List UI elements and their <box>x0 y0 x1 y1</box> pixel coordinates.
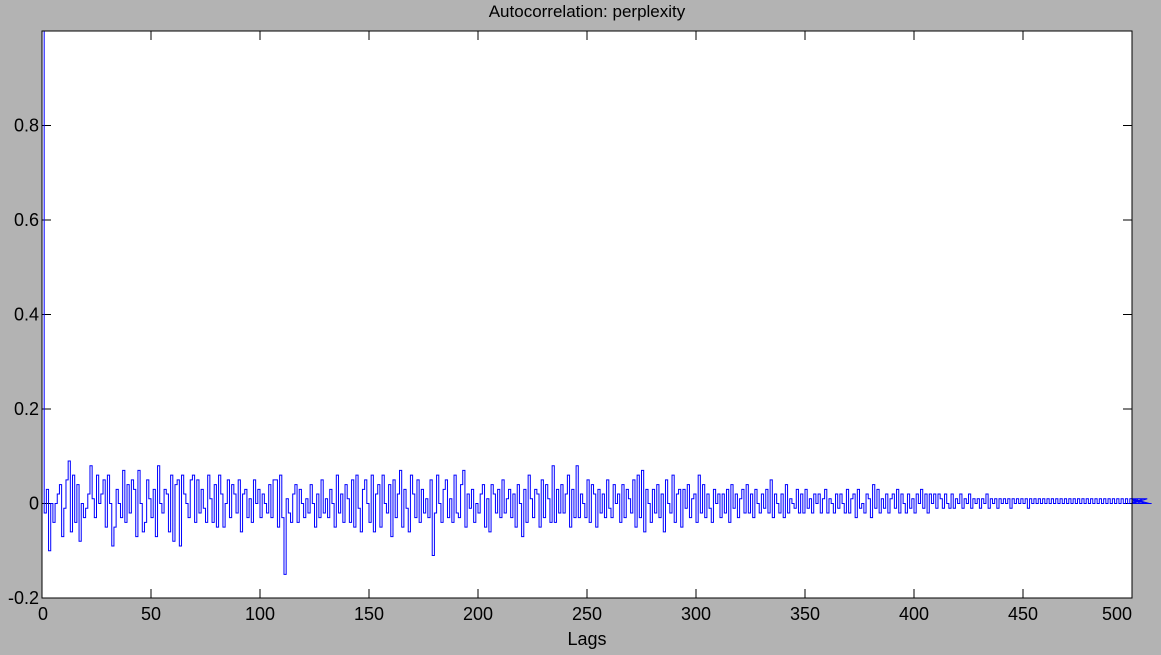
x-tick-label: 350 <box>790 604 820 624</box>
chart-title: Autocorrelation: perplexity <box>489 2 686 21</box>
y-tick-label: 0.4 <box>14 305 39 325</box>
x-tick-label: 150 <box>354 604 384 624</box>
y-tick-label: 0 <box>29 494 39 514</box>
y-tick-labels: -0.2 0 0.2 0.4 0.6 0.8 <box>8 116 39 609</box>
y-tick-label: 0.2 <box>14 399 39 419</box>
x-tick-label: 300 <box>681 604 711 624</box>
axes-frame <box>41 30 1133 599</box>
x-tick-label: 50 <box>141 604 161 624</box>
axis-ticks <box>41 31 1133 599</box>
x-tick-label: 100 <box>245 604 275 624</box>
y-tick-label: 0.6 <box>14 210 39 230</box>
x-tick-label: 450 <box>1008 604 1038 624</box>
x-tick-labels: 0 50 100 150 200 250 300 350 400 450 500 <box>38 604 1132 624</box>
x-tick-label: 250 <box>572 604 602 624</box>
y-tick-label: -0.2 <box>8 588 39 608</box>
x-tick-label: 400 <box>899 604 929 624</box>
series-lines <box>42 30 1152 575</box>
y-tick-label: 0.8 <box>14 116 39 136</box>
x-tick-label: 200 <box>463 604 493 624</box>
x-tick-label: 0 <box>38 604 48 624</box>
x-tick-label: 500 <box>1102 604 1132 624</box>
autocorrelation-series-line <box>42 30 1152 575</box>
x-axis-label: Lags <box>567 629 606 649</box>
